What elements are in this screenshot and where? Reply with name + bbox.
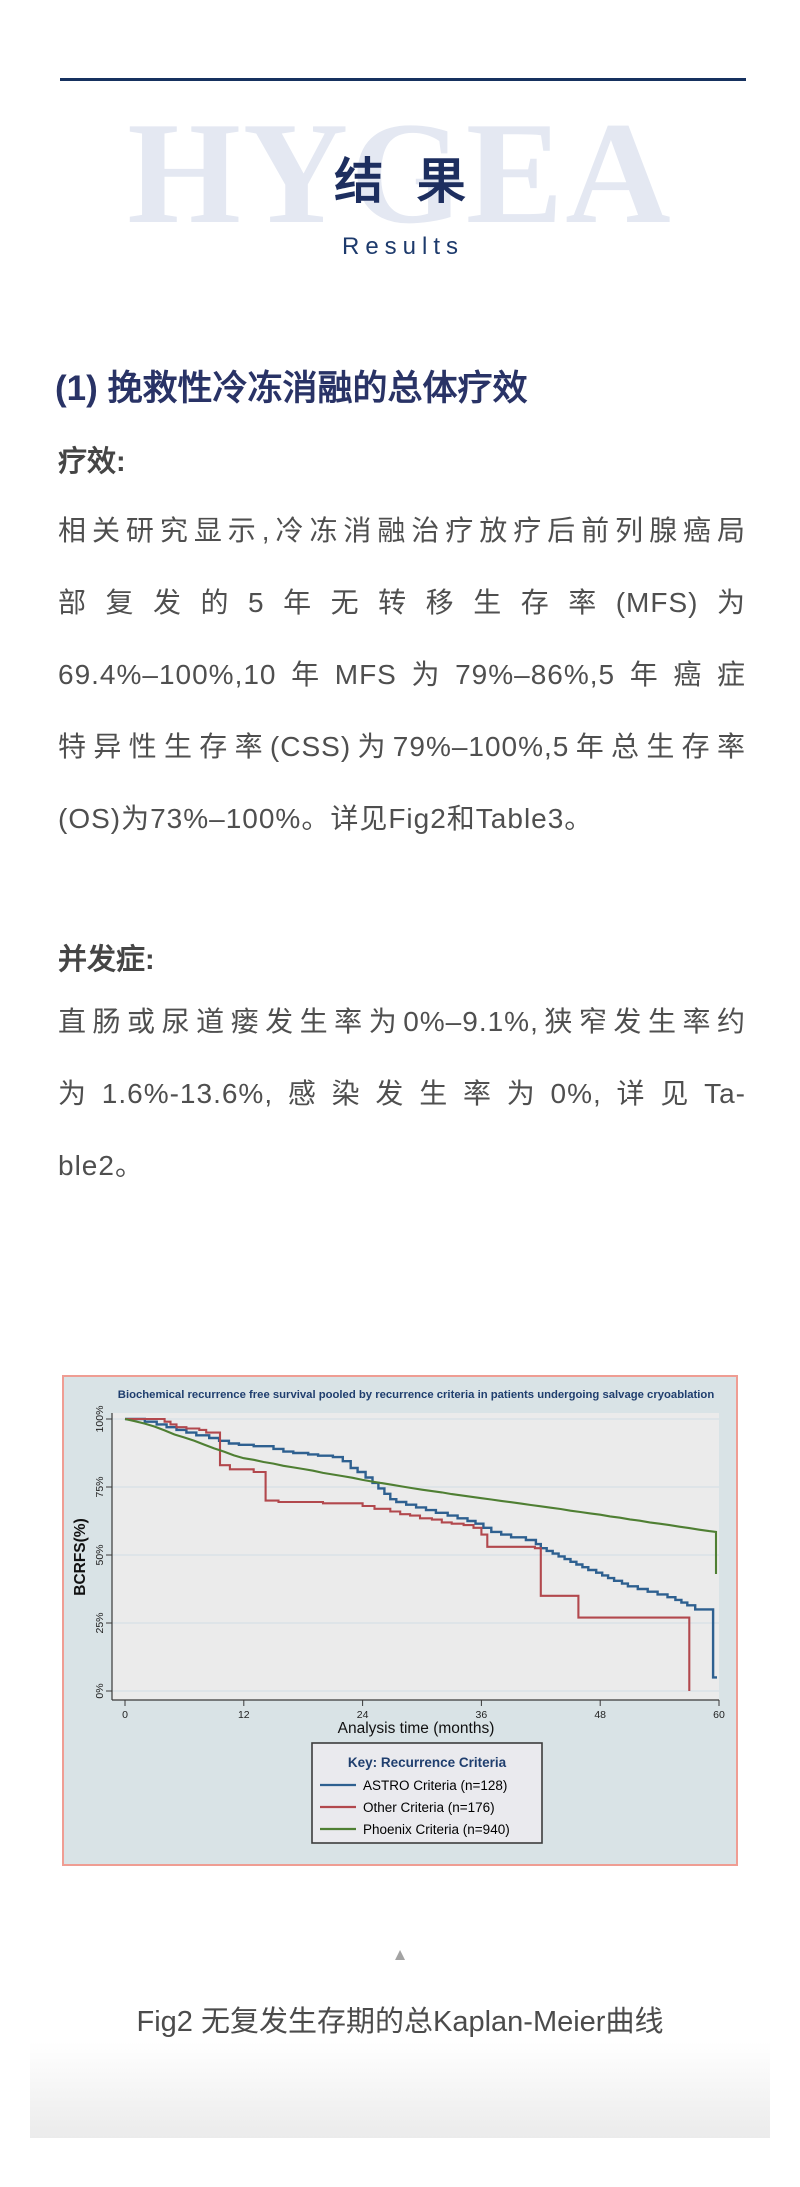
subsection-heading: (1) 挽救性冷冻消融的总体疗效 <box>55 369 528 408</box>
hygea-watermark: HYGEA <box>127 92 673 254</box>
chart-ticks: 0% 25% 50% 75% 100% 0 12 24 36 48 60 <box>94 1406 725 1721</box>
chart-gridlines <box>112 1418 719 1692</box>
y-tick-label: 0% <box>94 1683 106 1698</box>
complications-paragraph: 直肠或尿道瘘发生率为0%–9.1%,狭窄发生率约 为1.6%-13.6%,感染发… <box>58 986 746 1202</box>
y-tick-label: 75% <box>94 1476 106 1497</box>
legend-label: ASTRO Criteria (n=128) <box>363 1778 507 1793</box>
x-tick-label: 0 <box>122 1709 128 1721</box>
x-tick-label: 36 <box>476 1709 488 1721</box>
x-tick-label: 24 <box>357 1709 369 1721</box>
chart-legend: Key: Recurrence Criteria ASTRO Criteria … <box>311 1742 543 1844</box>
y-tick-label: 50% <box>94 1544 106 1565</box>
legend-item-other: Other Criteria (n=176) <box>320 1800 495 1815</box>
paragraph-line: ble2。 <box>58 1150 144 1181</box>
figure-caption: Fig2 无复发生存期的总Kaplan-Meier曲线 <box>136 2006 664 2038</box>
paragraph-line: 特异性生存率(CSS)为79%–100%,5年总生存率 <box>58 731 746 762</box>
x-tick-label: 48 <box>594 1709 606 1721</box>
paragraph-line: 69.4%–100%,10年MFS为79%–86%,5年癌症 <box>58 659 746 690</box>
legend-label: Phoenix Criteria (n=940) <box>363 1822 510 1837</box>
survival-curves <box>124 1417 718 1691</box>
plot-area <box>112 1413 719 1700</box>
section-title-cn: 结 果 <box>334 155 476 209</box>
paragraph-line: (OS)为73%–100%。详见Fig2和Table3。 <box>58 803 594 834</box>
header-divider <box>60 78 746 81</box>
chart-title: Biochemical recurrence free survival poo… <box>118 1389 715 1401</box>
paragraph-line: 部复发的5年无转移生存率(MFS)为 <box>58 587 746 618</box>
y-tick-label: 25% <box>94 1612 106 1633</box>
km-chart: 0% 25% 50% 75% 100% 0 12 24 36 48 60 Biochemical r… <box>72 1389 725 1844</box>
y-tick-label: 100% <box>94 1406 106 1433</box>
legend-item-phoenix: Phoenix Criteria (n=940) <box>320 1822 510 1837</box>
collapse-icon[interactable]: ▲ <box>391 1945 409 1964</box>
curve-0 <box>125 1417 717 1679</box>
bottom-gradient <box>30 2042 770 2138</box>
legend-item-astro: ASTRO Criteria (n=128) <box>320 1778 507 1793</box>
km-figure: 0% 25% 50% 75% 100% 0 12 24 36 48 60 Biochemical r… <box>62 1375 738 1866</box>
paragraph-line: 相关研究显示,冷冻消融治疗放疗后前列腺癌局 <box>58 515 746 546</box>
efficacy-paragraph: 相关研究显示,冷冻消融治疗放疗后前列腺癌局 部复发的5年无转移生存率(MFS)为… <box>58 495 746 855</box>
x-tick-label: 60 <box>713 1709 725 1721</box>
complications-label: 并发症: <box>58 944 155 976</box>
legend-label: Other Criteria (n=176) <box>363 1800 495 1815</box>
legend-title: Key: Recurrence Criteria <box>348 1755 507 1770</box>
efficacy-label: 疗效: <box>58 446 126 478</box>
legend-box <box>311 1742 543 1844</box>
x-tick-label: 12 <box>238 1709 250 1721</box>
y-axis-label: BCRFS(%) <box>72 1518 89 1596</box>
section-title-en: Results <box>341 233 465 260</box>
paragraph-line: 直肠或尿道瘘发生率为0%–9.1%,狭窄发生率约 <box>58 1006 746 1037</box>
curve-1 <box>125 1417 691 1691</box>
paragraph-line: 为1.6%-13.6%,感染发生率为0%,详见Ta- <box>58 1078 746 1109</box>
x-axis-label: Analysis time (months) <box>338 1720 495 1737</box>
chart-axes <box>111 1413 719 1701</box>
curve-2 <box>124 1417 718 1574</box>
